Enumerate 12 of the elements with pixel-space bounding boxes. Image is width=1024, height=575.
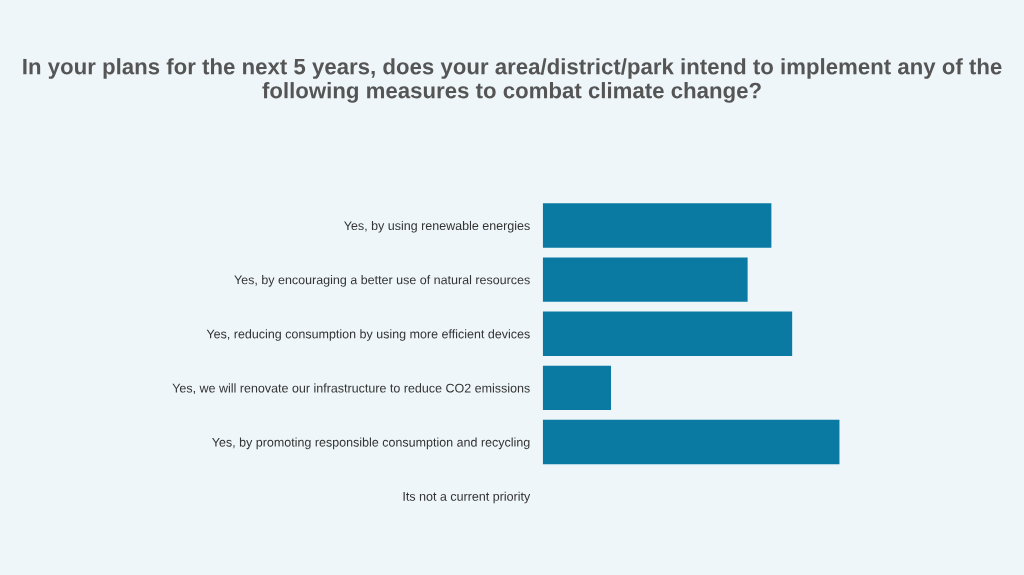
y-tick-label: Yes, by promoting responsible consumption and recycling	[212, 437, 530, 450]
bar	[542, 365, 612, 411]
bar	[542, 257, 748, 302]
bar	[542, 203, 772, 248]
chart-title: In your plans for the next 5 years, does your area/district/park intend to implement any of the following measures to combat climate change?	[23, 58, 1002, 103]
y-tick-label: Yes, by using renewable energies	[344, 220, 530, 233]
y-tick-label: Yes, we will renovate our infrastructure to reduce CO2 emissions	[172, 383, 530, 395]
y-tick-label: Its not a current priority	[403, 491, 531, 504]
y-tick-label: Yes, by encouraging a better use of natural resources	[234, 275, 530, 287]
y-tick-label: Yes, reducing consumption by using more efficient devices	[206, 329, 530, 341]
bar	[542, 311, 793, 356]
bar	[542, 419, 840, 465]
